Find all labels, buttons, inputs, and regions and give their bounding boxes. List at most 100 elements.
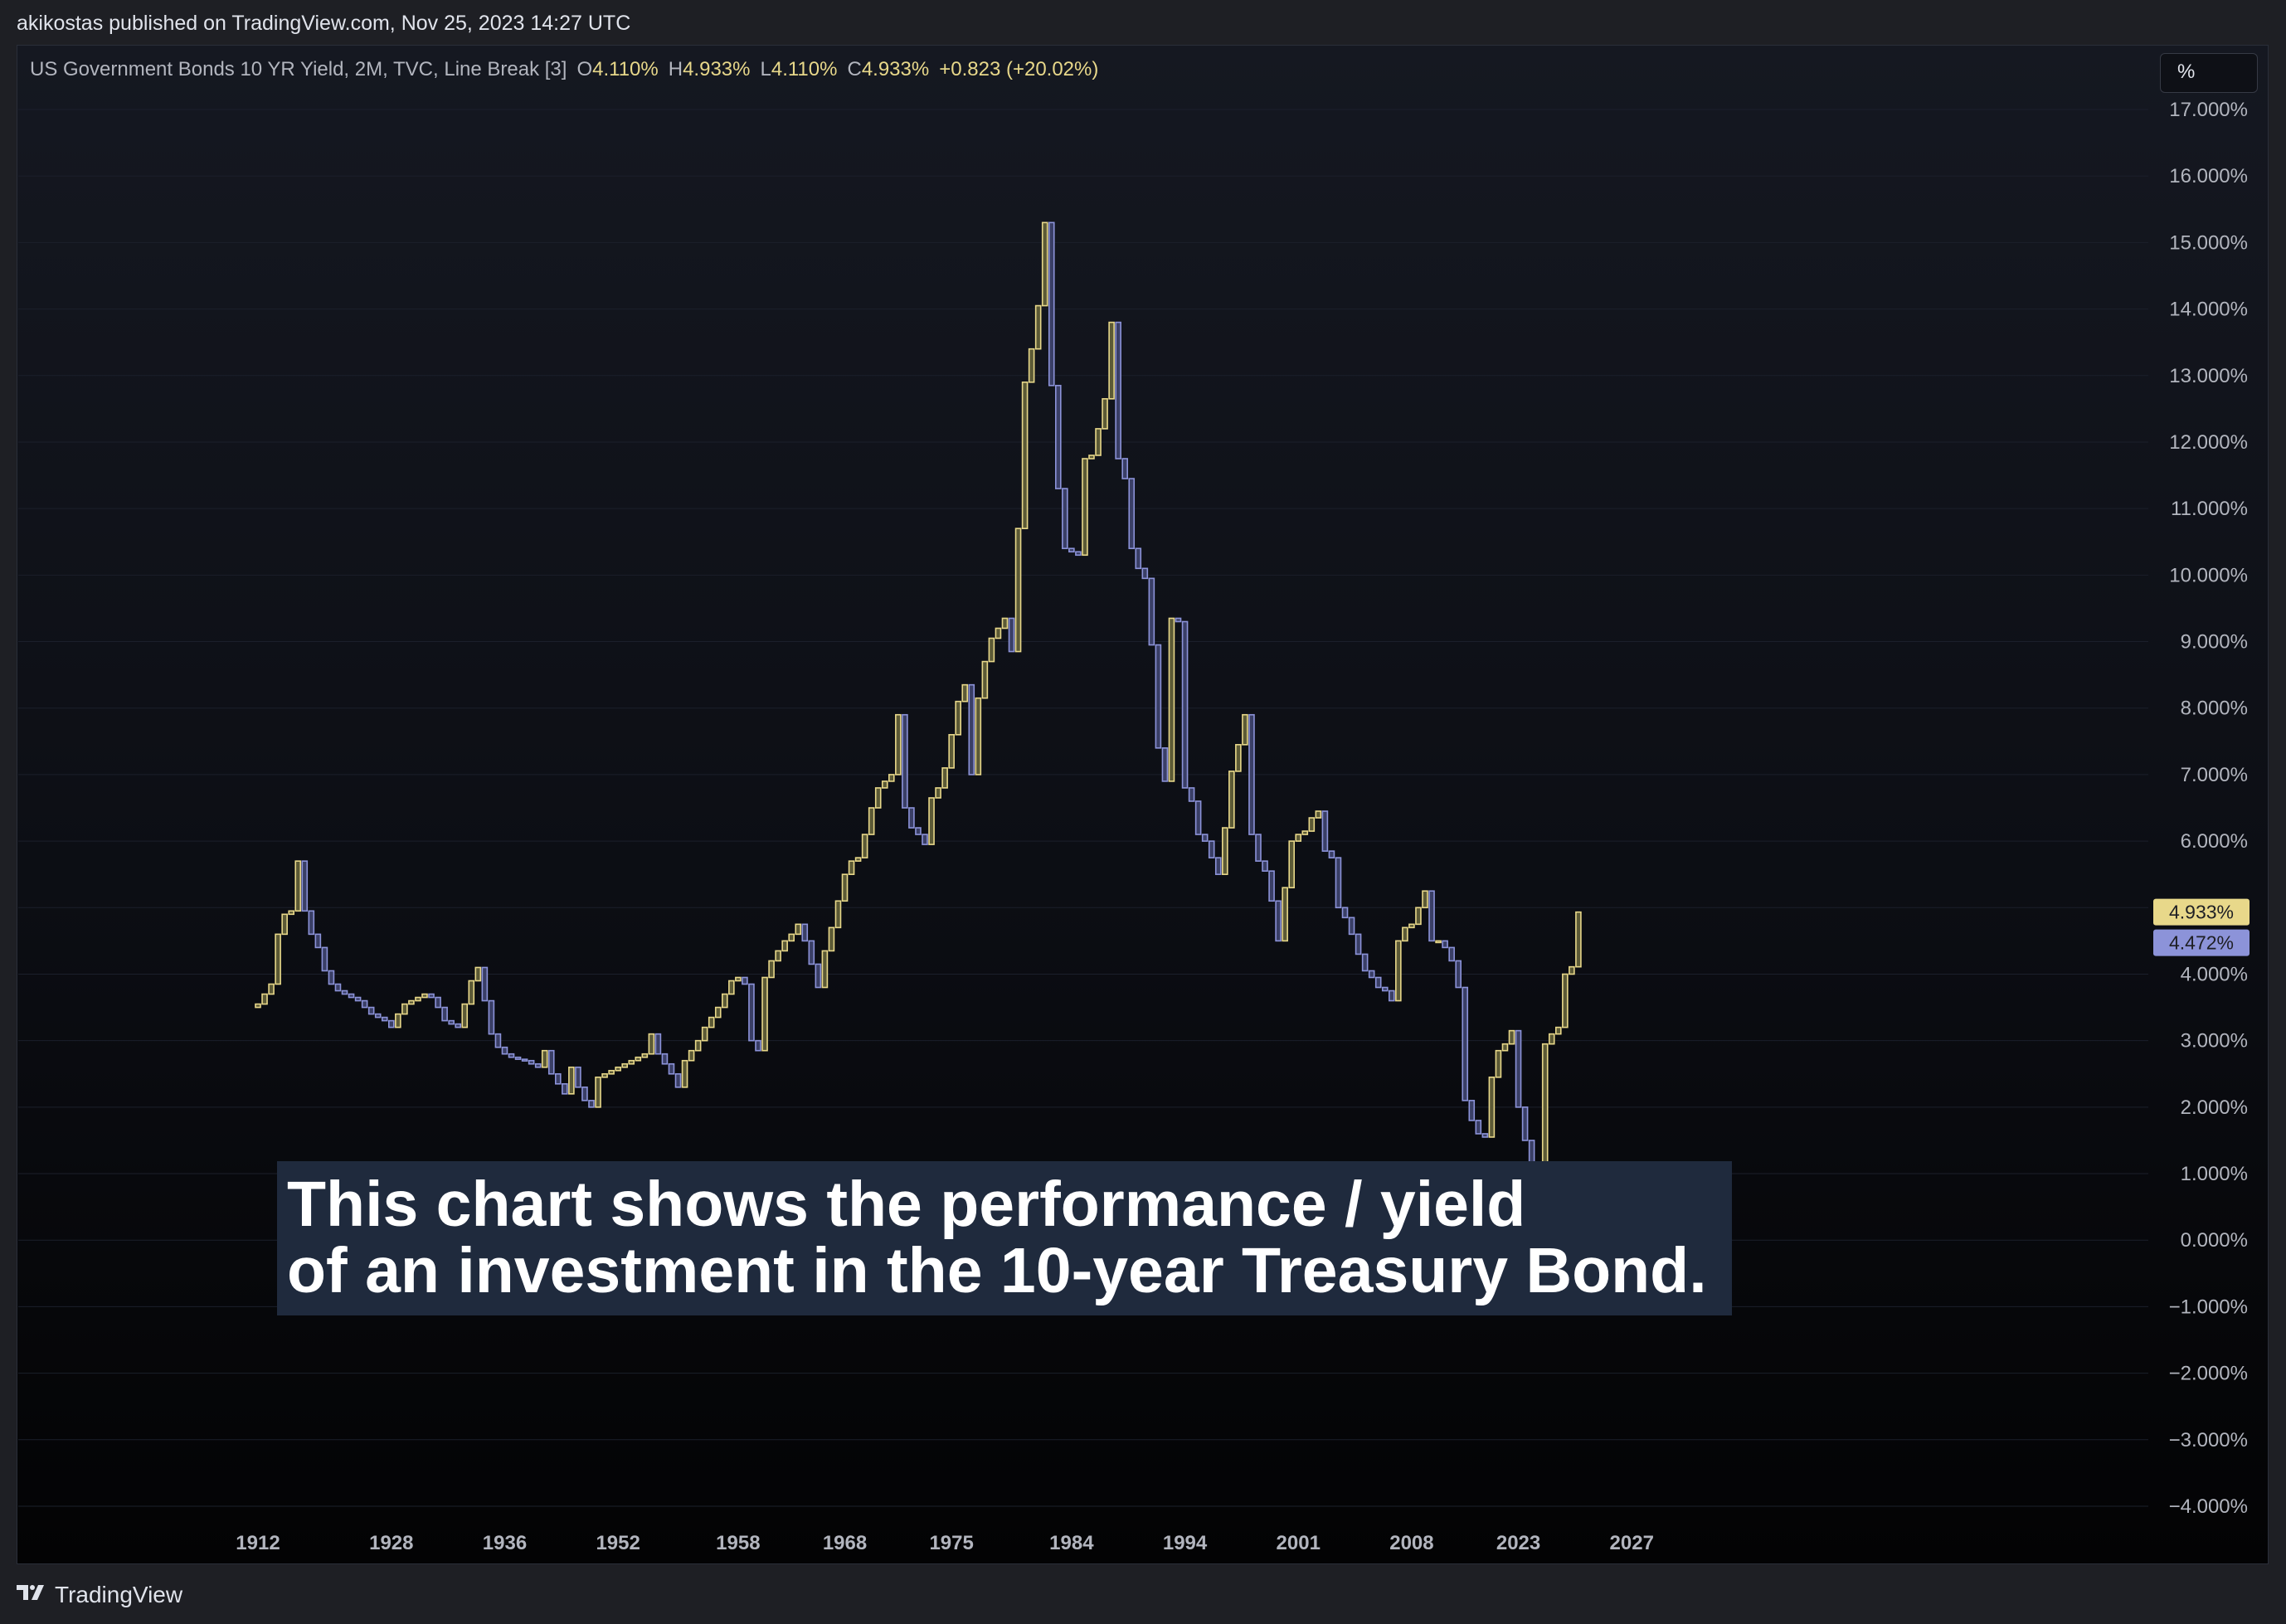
y-tick-label: 13.000% [2169, 365, 2248, 387]
y-tick-label: 10.000% [2169, 564, 2248, 586]
down-brick [1208, 840, 1215, 858]
up-brick [261, 993, 268, 1005]
up-brick [1242, 713, 1248, 746]
tradingview-logo-icon[interactable] [17, 1583, 50, 1602]
down-brick [1328, 850, 1335, 858]
legend-high-label: H [668, 58, 683, 80]
up-brick [1021, 381, 1029, 529]
legend-open-label: O [576, 58, 593, 80]
up-brick [1228, 771, 1235, 829]
up-brick [694, 1039, 702, 1052]
down-brick [554, 1072, 562, 1085]
up-brick [1495, 1049, 1502, 1078]
x-tick-label: 1912 [236, 1532, 280, 1554]
up-brick [681, 1059, 688, 1088]
down-brick [448, 1019, 455, 1025]
down-brick [1515, 1029, 1522, 1108]
up-brick [888, 774, 895, 782]
down-brick [915, 827, 922, 835]
down-brick [801, 923, 809, 942]
up-brick [761, 976, 768, 1052]
up-brick [628, 1059, 635, 1065]
up-brick [895, 713, 902, 776]
up-brick [821, 950, 829, 989]
up-brick [288, 910, 295, 916]
up-brick [255, 1003, 261, 1009]
y-tick-label: −4.000% [2169, 1495, 2248, 1518]
down-brick [1528, 1140, 1535, 1165]
y-tick-label: 4.000% [2181, 963, 2248, 985]
up-brick [1282, 887, 1288, 942]
up-brick [1041, 221, 1048, 307]
y-tick-label: 6.000% [2181, 830, 2248, 853]
axis-unit-button[interactable]: % [2160, 53, 2258, 93]
up-brick [1288, 840, 1295, 889]
legend-low-label: L [760, 58, 771, 80]
x-tick-label: 2008 [1389, 1532, 1433, 1554]
up-brick [854, 857, 862, 862]
up-brick [768, 960, 775, 979]
up-brick [608, 1069, 615, 1075]
up-brick [294, 860, 302, 912]
down-brick [1262, 860, 1268, 872]
up-brick [1014, 528, 1022, 653]
price-badges: 4.933% 4.472% [2153, 898, 2250, 956]
down-brick [374, 1013, 382, 1019]
up-brick [1315, 810, 1322, 819]
down-brick [488, 999, 495, 1035]
up-brick [401, 1003, 408, 1015]
up-brick [541, 1049, 548, 1068]
up-brick [1501, 1043, 1509, 1052]
down-brick [1475, 1120, 1482, 1135]
up-brick [955, 700, 961, 736]
up-brick [1422, 890, 1428, 909]
down-brick [387, 1019, 395, 1028]
down-brick [968, 683, 975, 776]
down-brick [1368, 970, 1375, 979]
down-brick [755, 1039, 761, 1052]
down-brick [674, 1072, 682, 1088]
series-legend[interactable]: US Government Bonds 10 YR Yield, 2M, TVC… [30, 58, 1098, 81]
up-brick [1415, 907, 1422, 926]
y-tick-label: 8.000% [2181, 698, 2248, 720]
up-brick [735, 976, 742, 982]
down-brick [314, 933, 322, 949]
down-brick [1268, 870, 1275, 902]
up-brick [988, 637, 995, 663]
up-brick [1395, 940, 1402, 1002]
line-break-bricks [255, 221, 1582, 1198]
down-brick [1374, 976, 1382, 989]
down-brick [534, 1062, 542, 1068]
up-brick [1088, 455, 1095, 459]
down-brick [308, 910, 315, 936]
footer-bar [0, 1564, 2286, 1624]
tradingview-brand[interactable]: TradingView [55, 1582, 183, 1607]
published-info: akikostas published on TradingView.com, … [17, 12, 631, 35]
down-brick [334, 983, 342, 992]
down-brick [1442, 940, 1448, 949]
down-brick [1468, 1100, 1476, 1121]
down-brick [1341, 907, 1349, 919]
x-tick-label: 2027 [1610, 1532, 1654, 1554]
up-brick [1402, 926, 1408, 942]
up-brick [1488, 1076, 1496, 1138]
down-brick [1521, 1106, 1529, 1141]
up-brick [275, 933, 281, 985]
y-tick-label: 3.000% [2181, 1030, 2248, 1053]
up-brick [728, 980, 735, 995]
up-brick [568, 1066, 575, 1095]
down-brick [1062, 488, 1068, 550]
y-tick-label: 11.000% [2171, 498, 2248, 520]
down-brick [528, 1059, 535, 1065]
up-brick [621, 1062, 629, 1068]
down-brick [654, 1033, 662, 1055]
up-brick [1222, 827, 1228, 875]
down-brick [494, 1033, 502, 1048]
down-brick [1355, 933, 1362, 955]
down-brick [581, 1087, 588, 1101]
down-brick [661, 1053, 669, 1065]
up-brick [1435, 940, 1442, 944]
up-brick [1034, 304, 1042, 350]
up-brick [848, 860, 855, 875]
up-brick [1569, 965, 1575, 975]
